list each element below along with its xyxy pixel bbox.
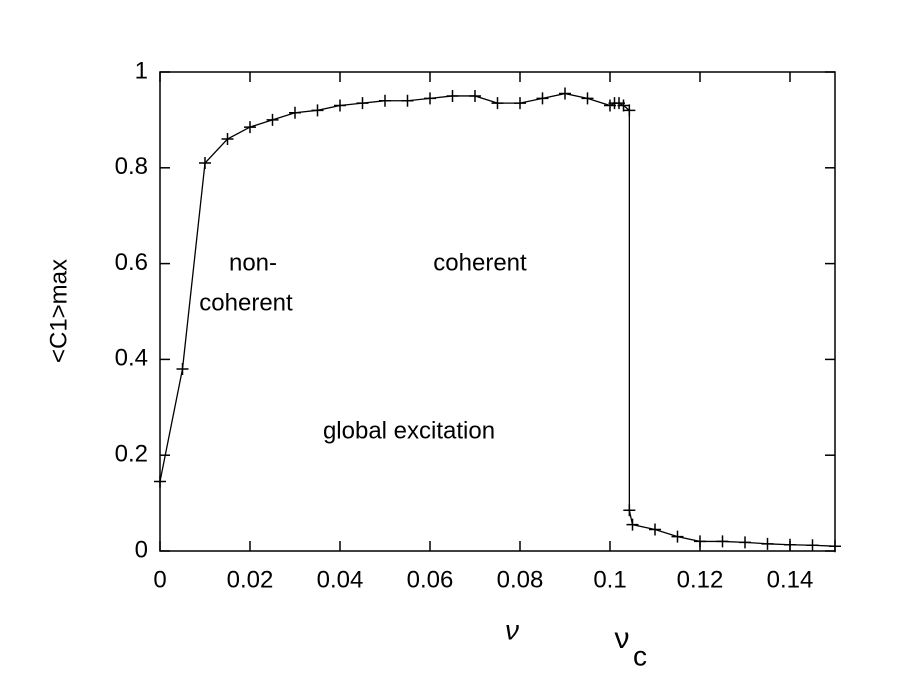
y-tick-label: 0.2	[115, 441, 148, 468]
x-axis-label: ν	[505, 614, 519, 645]
point-marker	[626, 518, 639, 531]
point-marker	[617, 99, 630, 112]
y-tick-label: 0.8	[115, 153, 148, 180]
point-marker	[581, 92, 594, 105]
point-marker	[424, 92, 436, 105]
point-marker	[266, 113, 279, 126]
point-marker	[401, 94, 414, 107]
point-marker	[806, 539, 819, 552]
point-marker	[671, 530, 684, 543]
point-marker	[559, 87, 571, 100]
annotation: coherent	[199, 289, 293, 316]
annotation: global excitation	[323, 417, 495, 444]
point-marker	[334, 99, 346, 112]
annotation: coherent	[433, 249, 527, 276]
y-tick-label: 0.6	[115, 249, 148, 276]
annotation: non-	[229, 249, 277, 276]
point-marker	[491, 97, 504, 110]
x-tick-label: 0.12	[677, 566, 724, 593]
point-marker	[739, 536, 751, 549]
point-marker	[536, 92, 549, 105]
annotation: ν	[615, 622, 630, 655]
point-marker	[469, 89, 481, 102]
point-marker	[514, 97, 526, 110]
point-marker	[649, 523, 661, 536]
point-marker	[379, 94, 391, 107]
point-marker	[716, 535, 729, 548]
point-marker	[623, 104, 636, 117]
x-tick-label: 0.14	[767, 566, 814, 593]
x-tick-label: 0.08	[497, 566, 544, 593]
point-marker	[199, 157, 211, 170]
data-line	[159, 92, 836, 547]
point-marker	[694, 535, 706, 548]
x-tick-label: 0.1	[593, 566, 626, 593]
point-marker	[446, 89, 459, 102]
plot-frame	[159, 71, 836, 552]
point-marker	[244, 121, 256, 134]
y-tick-label: 0	[135, 536, 148, 563]
y-tick-label: 0.4	[115, 345, 148, 372]
point-marker	[356, 97, 369, 110]
x-tick-label: 0	[153, 566, 166, 593]
annotation: c	[633, 640, 647, 671]
point-marker	[623, 504, 636, 517]
point-marker	[221, 133, 234, 146]
point-marker	[761, 537, 774, 550]
point-marker	[311, 104, 324, 117]
point-marker	[154, 475, 166, 488]
x-tick-label: 0.02	[227, 566, 274, 593]
point-marker	[176, 362, 189, 375]
y-axis-label: <C1>max	[45, 259, 72, 363]
point-marker	[289, 106, 301, 119]
point-marker	[829, 540, 841, 553]
x-tick-label: 0.04	[317, 566, 364, 593]
y-tick-label: 1	[135, 57, 148, 84]
x-tick-label: 0.06	[407, 566, 454, 593]
point-marker	[784, 538, 796, 551]
